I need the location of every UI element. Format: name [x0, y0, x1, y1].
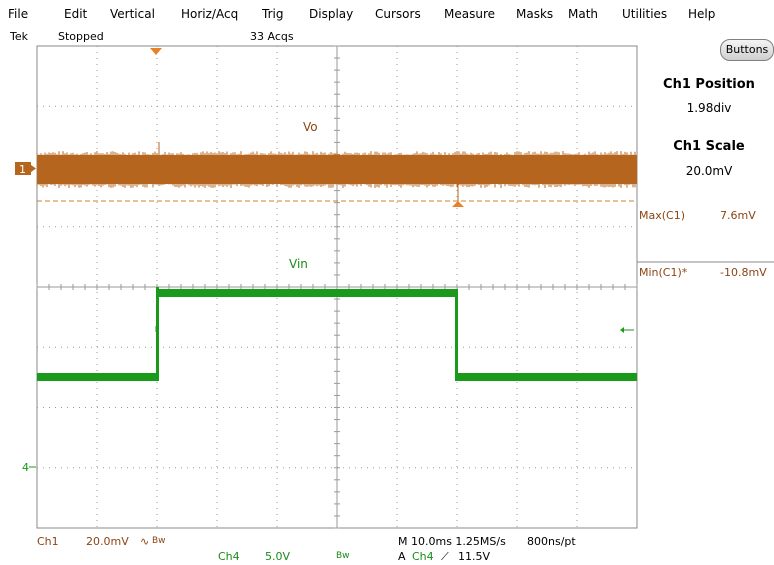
- min-measurement-label: Min(C1)*: [639, 266, 688, 279]
- ch1-trace: [36, 142, 637, 202]
- ch1-ground-marker: 1: [15, 162, 36, 176]
- menu-edit[interactable]: Edit: [64, 7, 88, 21]
- trigger-position-marker: [150, 48, 162, 55]
- max-measurement-label: Max(C1): [639, 209, 686, 222]
- rising-edge-icon: ⟋: [441, 550, 449, 563]
- timebase-readout[interactable]: M 10.0ms 1.25MS/s: [398, 535, 506, 548]
- ch1-scale-readout[interactable]: 20.0mV: [86, 535, 129, 548]
- brand-label: Tek: [10, 30, 28, 43]
- ch1-trace-label: Vo: [303, 120, 318, 134]
- ch4-bw-limit: Bw: [336, 551, 350, 561]
- ch1-readout-label[interactable]: Ch1: [37, 535, 59, 548]
- ch4-trace-label: Vin: [289, 257, 308, 271]
- ch1-position-title: Ch1 Position: [663, 77, 755, 92]
- menu-masks[interactable]: Masks: [516, 7, 554, 21]
- ch4-scale-readout[interactable]: 5.0V: [265, 550, 291, 563]
- ch1-scale-title: Ch1 Scale: [673, 139, 745, 154]
- svg-text:1: 1: [19, 163, 26, 176]
- ch1-scale-value[interactable]: 20.0mV: [685, 164, 733, 178]
- ch1-position-value[interactable]: 1.98div: [686, 101, 732, 115]
- ch4-ground-marker: 4: [22, 461, 36, 474]
- ch4-readout-label[interactable]: Ch4: [218, 550, 240, 563]
- max-measurement-value: 7.6mV: [720, 209, 756, 222]
- menu-horiz-acq[interactable]: Horiz/Acq: [181, 7, 239, 21]
- trigger-source[interactable]: Ch4: [412, 550, 434, 563]
- menu-cursors[interactable]: Cursors: [375, 7, 421, 21]
- buttons-toggle[interactable]: Buttons: [720, 39, 774, 61]
- ch1-bw-limit: Bw: [152, 536, 166, 546]
- menu-display[interactable]: Display: [309, 7, 354, 21]
- ch1-ac-coupling-icon: ∿: [140, 535, 150, 548]
- menu-bar: File Edit Vertical Horiz/Acq Trig Displa…: [0, 0, 774, 30]
- menu-help[interactable]: Help: [688, 7, 716, 21]
- menu-trig[interactable]: Trig: [262, 7, 284, 21]
- min-measurement-value: -10.8mV: [720, 266, 767, 279]
- acquisition-state: Stopped: [58, 30, 104, 43]
- ch4-trigger-level-arrow: [620, 327, 634, 333]
- menu-math[interactable]: Math: [568, 7, 599, 21]
- resolution-readout: 800ns/pt: [527, 535, 576, 548]
- trigger-point-marker: [452, 201, 464, 207]
- menu-measure[interactable]: Measure: [444, 7, 495, 21]
- svg-text:4: 4: [22, 461, 29, 474]
- menu-file[interactable]: File: [8, 7, 29, 21]
- trigger-level-readout[interactable]: 11.5V: [458, 550, 491, 563]
- menu-utilities[interactable]: Utilities: [622, 7, 668, 21]
- trigger-prefix: A: [398, 550, 406, 563]
- ch4-trace: [37, 287, 637, 381]
- acquisition-count: 33 Acqs: [250, 30, 294, 43]
- menu-vertical[interactable]: Vertical: [110, 7, 155, 21]
